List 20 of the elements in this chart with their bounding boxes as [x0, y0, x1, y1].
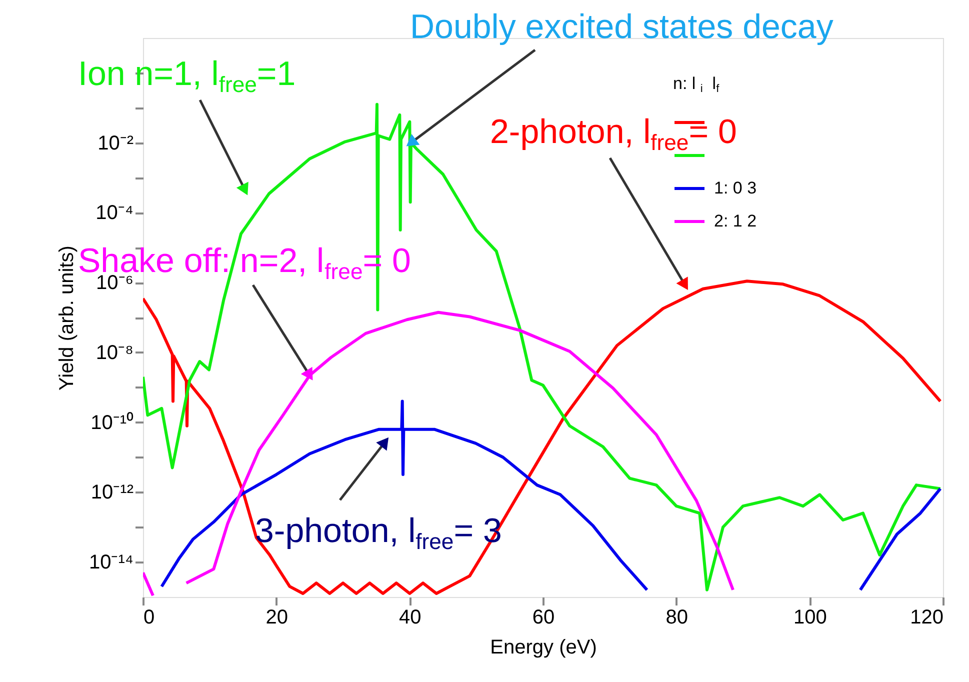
- y-tick-label: 10⁻⁴: [96, 202, 134, 224]
- line-series: [143, 280, 942, 595]
- y-tick-label: 10⁻¹²: [90, 482, 134, 504]
- x-tick-label: 120: [910, 606, 944, 628]
- y-tick-label: 10⁻¹⁴: [89, 552, 134, 574]
- x-tick-label: 60: [532, 606, 555, 628]
- y-tick-label: 10⁻¹⁰: [90, 410, 134, 434]
- legend-label: 1: 0 3: [714, 178, 757, 198]
- x-tick-label: 0: [144, 606, 155, 628]
- legend-label: 2: 1 2: [714, 212, 757, 230]
- y-axis-title: Yield (arb. units): [56, 246, 78, 390]
- annotation: Doubly excited states decay: [410, 8, 834, 46]
- x-axis-title: Energy (eV): [490, 636, 597, 658]
- y-tick-label: 10⁻²: [98, 132, 134, 154]
- x-tick-label: 20: [266, 606, 288, 628]
- x-tick-label: 80: [666, 606, 688, 628]
- y-tick-label: 10⁻⁸: [96, 342, 134, 364]
- y-tick-label: 10⁻⁶: [96, 272, 134, 294]
- x-tick-label: 40: [399, 606, 422, 628]
- x-tick-label: 100: [793, 606, 827, 628]
